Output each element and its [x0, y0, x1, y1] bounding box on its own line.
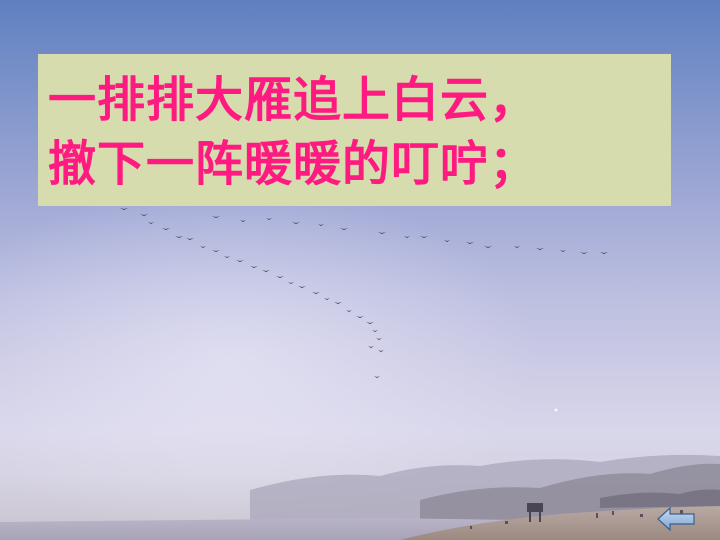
sky-speck: [554, 408, 558, 412]
poem-text-box: 一排排大雁追上白云， 撤下一阵暖暖的叮咛；: [38, 54, 671, 206]
tree-line: [600, 489, 720, 508]
geese-flock: [120, 208, 608, 378]
back-arrow-icon: [657, 506, 695, 532]
back-button[interactable]: [656, 506, 696, 532]
beach-specks: [470, 510, 683, 529]
lifeguard-tower: [527, 503, 543, 522]
poem-line-2: 撤下一阵暖暖的叮咛；: [48, 136, 539, 192]
poem-line-1: 一排排大雁追上白云，: [48, 72, 539, 128]
